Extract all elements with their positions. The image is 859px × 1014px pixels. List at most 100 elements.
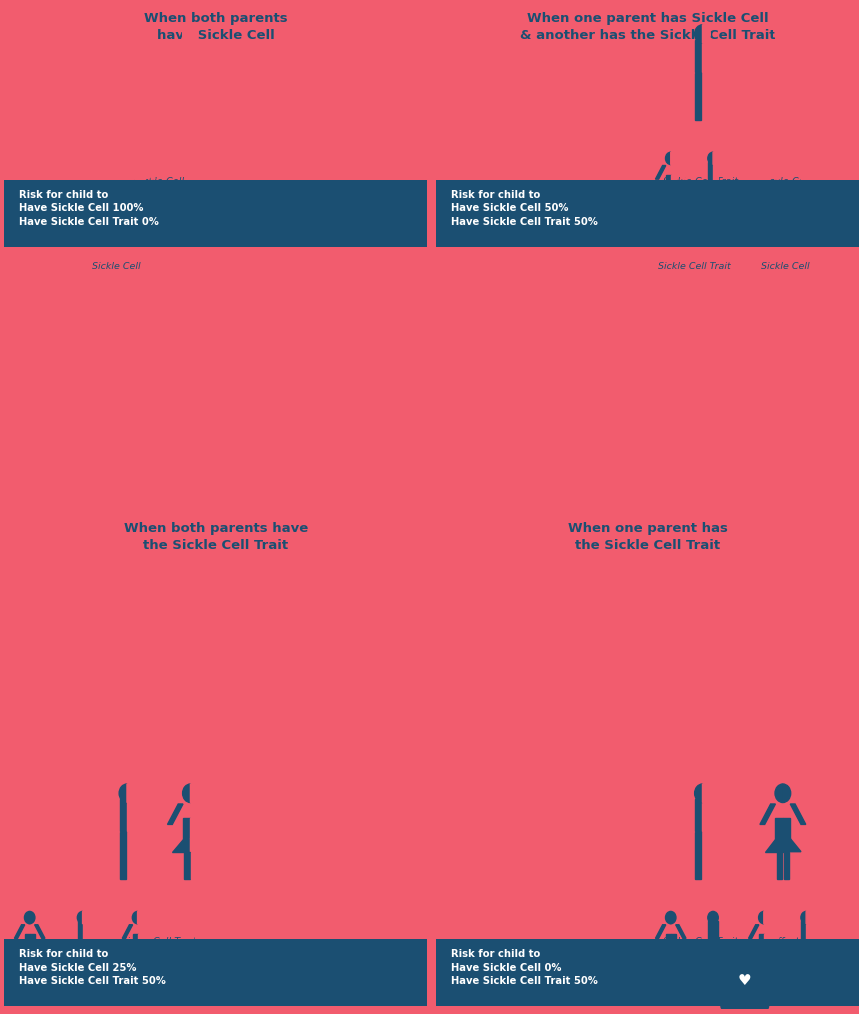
Wedge shape <box>186 152 191 164</box>
Polygon shape <box>125 165 135 179</box>
Polygon shape <box>191 59 198 79</box>
Polygon shape <box>758 174 764 189</box>
Polygon shape <box>34 198 38 216</box>
Polygon shape <box>758 934 764 948</box>
Polygon shape <box>168 804 183 824</box>
Polygon shape <box>671 189 683 198</box>
Polygon shape <box>77 922 82 943</box>
Polygon shape <box>671 934 676 948</box>
Polygon shape <box>695 799 703 831</box>
Polygon shape <box>26 189 38 198</box>
Polygon shape <box>714 944 718 974</box>
Polygon shape <box>790 804 806 824</box>
Polygon shape <box>776 817 783 839</box>
Text: Sickle Cell: Sickle Cell <box>760 177 810 188</box>
Polygon shape <box>713 922 718 943</box>
Polygon shape <box>765 956 768 974</box>
Wedge shape <box>695 784 703 802</box>
Wedge shape <box>713 152 718 164</box>
Wedge shape <box>38 152 43 164</box>
Wedge shape <box>183 784 191 802</box>
Polygon shape <box>184 92 190 120</box>
Polygon shape <box>30 956 34 974</box>
Polygon shape <box>806 162 811 184</box>
Polygon shape <box>119 799 127 831</box>
Wedge shape <box>119 24 127 44</box>
Polygon shape <box>703 40 710 72</box>
Polygon shape <box>764 174 769 189</box>
Polygon shape <box>26 956 29 974</box>
Polygon shape <box>801 162 806 184</box>
Wedge shape <box>30 912 35 924</box>
FancyBboxPatch shape <box>4 939 427 1007</box>
Text: Sickle Cell Trait: Sickle Cell Trait <box>663 937 738 946</box>
Polygon shape <box>83 944 88 974</box>
Polygon shape <box>136 198 139 216</box>
Wedge shape <box>806 912 812 924</box>
Wedge shape <box>140 152 145 164</box>
Polygon shape <box>173 79 191 92</box>
Polygon shape <box>23 165 34 179</box>
Text: Sickle Cell: Sickle Cell <box>92 263 141 271</box>
Polygon shape <box>783 59 790 79</box>
Wedge shape <box>764 152 769 164</box>
Wedge shape <box>801 152 806 164</box>
Polygon shape <box>748 925 758 938</box>
Polygon shape <box>714 185 718 216</box>
Polygon shape <box>759 198 764 216</box>
Polygon shape <box>695 73 702 120</box>
FancyBboxPatch shape <box>436 939 859 1007</box>
Polygon shape <box>188 922 193 943</box>
Wedge shape <box>695 24 703 44</box>
Wedge shape <box>191 24 198 44</box>
FancyBboxPatch shape <box>4 179 427 247</box>
Polygon shape <box>765 198 768 216</box>
Wedge shape <box>708 912 713 924</box>
Polygon shape <box>191 162 195 184</box>
Polygon shape <box>708 922 713 943</box>
Polygon shape <box>769 925 779 938</box>
Polygon shape <box>704 832 710 879</box>
Text: Sickle Cell Trait: Sickle Cell Trait <box>121 937 196 946</box>
Polygon shape <box>183 944 187 974</box>
Wedge shape <box>132 912 137 924</box>
Polygon shape <box>186 185 190 216</box>
Polygon shape <box>183 59 191 79</box>
Wedge shape <box>24 912 30 924</box>
Polygon shape <box>122 925 132 938</box>
Polygon shape <box>192 852 197 879</box>
Polygon shape <box>184 852 190 879</box>
Polygon shape <box>671 956 675 974</box>
Polygon shape <box>671 174 676 189</box>
Polygon shape <box>140 174 144 189</box>
Wedge shape <box>191 152 196 164</box>
Wedge shape <box>89 152 94 164</box>
Wedge shape <box>191 784 198 802</box>
Polygon shape <box>143 925 153 938</box>
Polygon shape <box>89 185 94 216</box>
Polygon shape <box>764 934 769 948</box>
Polygon shape <box>17 948 30 956</box>
Polygon shape <box>776 59 783 79</box>
Polygon shape <box>137 934 143 948</box>
Polygon shape <box>127 799 134 831</box>
Polygon shape <box>144 165 155 179</box>
Polygon shape <box>128 832 134 879</box>
Polygon shape <box>128 73 134 120</box>
Wedge shape <box>703 24 710 44</box>
Polygon shape <box>138 956 142 974</box>
Polygon shape <box>783 817 790 839</box>
Wedge shape <box>188 912 193 924</box>
Polygon shape <box>759 956 764 974</box>
Polygon shape <box>183 922 188 943</box>
Text: When one parent has
the Sickle Cell Trait: When one parent has the Sickle Cell Trai… <box>568 522 728 552</box>
Text: Risk for child to
Have Sickle Cell 0%
Have Sickle Cell Trait 50%: Risk for child to Have Sickle Cell 0% Ha… <box>451 949 598 987</box>
Wedge shape <box>758 912 764 924</box>
Text: Sickle Cell: Sickle Cell <box>134 177 184 188</box>
Polygon shape <box>119 832 126 879</box>
Wedge shape <box>708 152 713 164</box>
Polygon shape <box>760 804 776 824</box>
Text: When one parent has Sickle Cell
& another has the Sickle Cell Trait: When one parent has Sickle Cell & anothe… <box>520 12 776 42</box>
Polygon shape <box>667 956 670 974</box>
Polygon shape <box>666 934 671 948</box>
